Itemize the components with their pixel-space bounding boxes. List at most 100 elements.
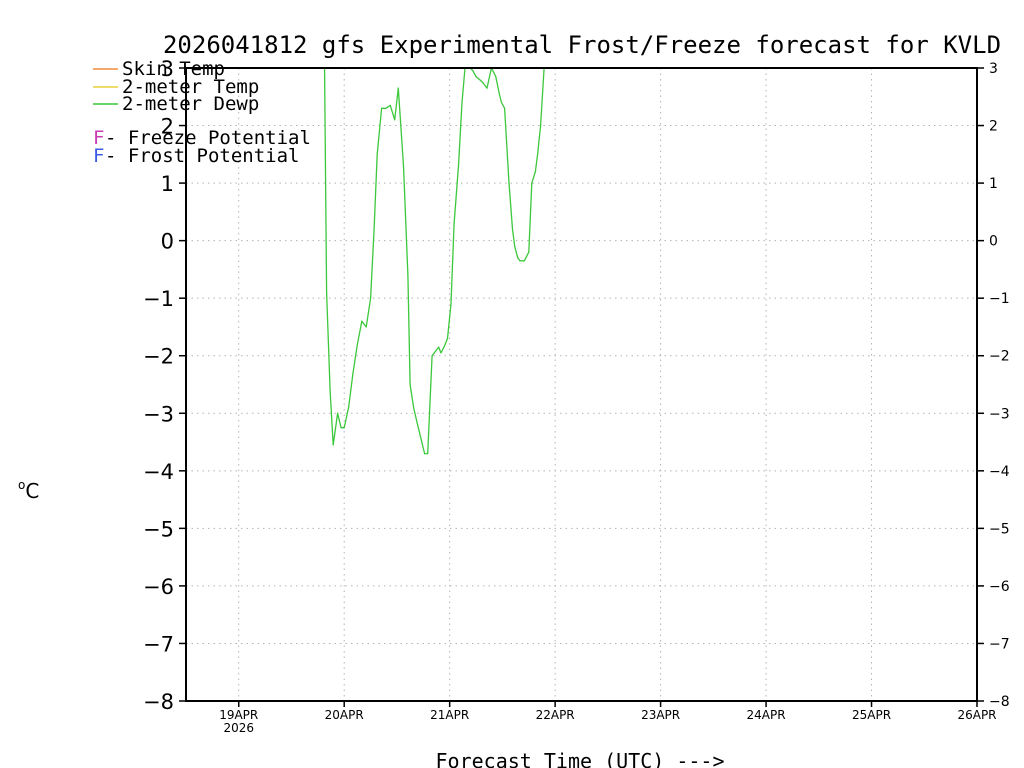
dewpoint-point [343, 427, 345, 429]
dewpoint-point [407, 274, 409, 276]
dewpoint-point [373, 228, 375, 230]
dewpoint-point [519, 260, 521, 262]
legend-entry: 2-meter Dewp [93, 93, 259, 115]
dewpoint-point [534, 171, 537, 173]
dewpoint-point [457, 165, 460, 167]
x-tick-label: 26APR [957, 708, 996, 722]
y-tick-label-right: −2 [989, 349, 1010, 365]
y-tick-label-left: −7 [143, 632, 174, 656]
y-tick-label-right: −6 [989, 579, 1010, 595]
dewpoint-point [555, 21, 556, 22]
y-tick-label-left: 0 [161, 230, 174, 254]
dewpoint-point [438, 346, 440, 348]
dewpoint-point [409, 383, 411, 386]
dewpoint-point [440, 352, 442, 354]
dewpoint-point [557, 16, 558, 17]
dewpoint-point [420, 438, 422, 440]
legend-label: - Freeze Potential [105, 127, 311, 149]
dewpoint-point [504, 107, 506, 109]
chart-title: 2026041812 gfs Experimental Frost/Freeze… [163, 31, 1001, 59]
dewpoint-point [381, 107, 383, 109]
dewpoint-point [402, 165, 405, 167]
y-tick-label-right: 2 [989, 119, 998, 135]
dewpoint-point [424, 453, 426, 455]
dewpoint-point [531, 182, 533, 184]
dewpoint-point [540, 124, 542, 127]
gridlines [186, 68, 977, 701]
y-tick-label-right: −7 [989, 636, 1010, 652]
dewpoint-point [348, 406, 350, 409]
dewpoint-point [482, 81, 484, 83]
x-tick-sublabel: 2026 [223, 721, 254, 735]
dewpoint-point [389, 104, 391, 106]
dewpoint-point [453, 222, 455, 224]
y-tick-label-right: −4 [989, 464, 1010, 480]
y-tick-label-left: 3 [161, 57, 174, 81]
dewpoint-point [446, 337, 449, 340]
y-tick-label-right: −5 [989, 521, 1010, 537]
dewpoint-point [511, 228, 514, 230]
dewpoint-point [486, 87, 488, 89]
dewpoint-point [340, 427, 342, 429]
dewpoint-point [443, 346, 445, 348]
series-line-dewpoint [323, 68, 545, 455]
dewpoint-point [417, 424, 419, 426]
dewpoint-point [450, 303, 452, 305]
dewpoint-point [514, 245, 516, 247]
dewpoint-point [472, 70, 474, 72]
dewpoint-point [365, 326, 367, 328]
dewpoint-point [528, 251, 530, 253]
dewpoint-point [552, 27, 553, 28]
y-axis-label-unit: C [25, 479, 39, 503]
y-tick-label-left: −2 [143, 345, 174, 369]
dewpoint-point [385, 107, 387, 109]
x-tick-label: 25APR [852, 708, 891, 722]
dewpoint-point [370, 297, 372, 299]
dewpoint-point [500, 101, 503, 104]
dewpoint-point [337, 412, 339, 414]
legend-label: 2-meter Dewp [122, 93, 259, 115]
y-tick-label-left: 1 [161, 172, 174, 196]
dewpoint-point [329, 389, 331, 391]
y-tick-label-left: 2 [161, 115, 174, 139]
dewpoint-point [478, 78, 481, 81]
dewpoint-point [495, 76, 497, 78]
y-tick-label-left: −4 [143, 460, 174, 484]
dewpoint-point [352, 372, 354, 374]
dewpoint-point [559, 10, 560, 11]
dewpoint-point [517, 257, 519, 259]
legend-label: Skin Temp [122, 58, 225, 80]
dewpoint-point [397, 87, 399, 89]
y-tick-label-right: 1 [989, 176, 998, 192]
dewpoint-point [498, 93, 500, 95]
dewpoint-point [356, 343, 358, 345]
y-tick-label-right: 3 [989, 61, 998, 77]
y-tick-label-left: −6 [143, 575, 174, 599]
legend-entry: F - Frost Potential [93, 145, 299, 167]
x-tick-label: 20APR [325, 708, 364, 722]
legend-entry: Skin Temp [93, 58, 225, 80]
y-axis-label-sup: o [18, 478, 25, 492]
y-tick-label-left: −1 [143, 287, 174, 311]
y-tick-label-right: −1 [989, 291, 1010, 307]
y-tick-label-right: −8 [989, 694, 1010, 710]
y-tick-label-left: −3 [143, 402, 174, 426]
dewpoint-point [537, 153, 539, 155]
dewpoint-point [475, 76, 477, 78]
dewpoint-point [361, 320, 363, 322]
legend-entry: 2-meter Temp [93, 76, 259, 98]
x-axis-label: Forecast Time (UTC) ---> [436, 749, 725, 768]
dewpoint-point [427, 453, 429, 455]
x-tick-label: 23APR [641, 708, 680, 722]
dewpoint-point [523, 260, 526, 262]
plot-frame [185, 67, 978, 702]
series-layer [323, 10, 560, 455]
legend-letter: F [93, 127, 104, 149]
dewpoint-point [461, 101, 463, 104]
legend-label: 2-meter Temp [122, 76, 259, 98]
y-tick-label-right: 0 [989, 234, 998, 250]
legend-label: - Frost Potential [105, 145, 299, 167]
dewpoint-point [431, 355, 433, 357]
